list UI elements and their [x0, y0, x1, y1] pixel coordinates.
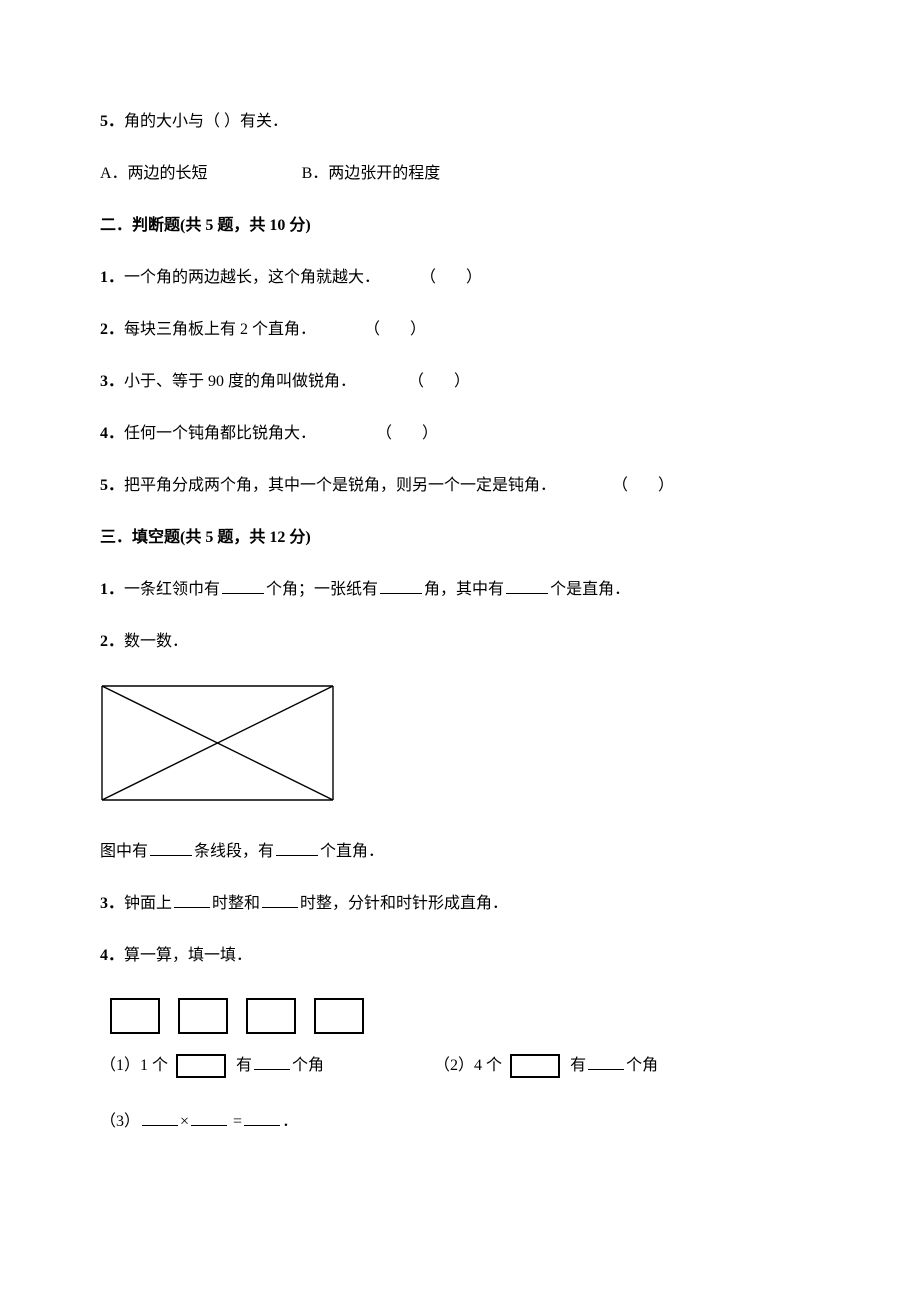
true-false-item: 4．任何一个钝角都比锐角大． （）	[100, 422, 820, 446]
text-part: 一条红领巾有	[124, 581, 220, 598]
rectangle-icon	[510, 1054, 560, 1078]
option-a: A．两边的长短	[100, 165, 208, 182]
section-2-heading: 二．判断题(共 5 题，共 10 分)	[100, 214, 820, 238]
true-false-list: 1．一个角的两边越长，这个角就越大．（）2．每块三角板上有 2 个直角．（）3．…	[100, 266, 820, 498]
true-false-item: 2．每块三角板上有 2 个直角． （）	[100, 318, 820, 342]
fill-question-4: 4．算一算，填一填．	[100, 944, 820, 968]
text-part: ×	[180, 1113, 189, 1130]
question-text: 角的大小与（ ）有关．	[124, 113, 288, 130]
fill-blank[interactable]	[244, 1111, 280, 1126]
text-part: 有	[236, 1057, 252, 1074]
question-number: 1．	[100, 269, 124, 286]
question-number: 5．	[100, 113, 124, 130]
text-part: 时整，分针和时针形成直角．	[300, 895, 508, 912]
fill-blank[interactable]	[262, 893, 298, 908]
text-part: 时整和	[212, 895, 260, 912]
fill-blank[interactable]	[142, 1111, 178, 1126]
text-part: 个直角．	[320, 843, 384, 860]
answer-paren[interactable]: （）	[420, 266, 482, 290]
question-number: 4．	[100, 947, 124, 964]
fill-blank[interactable]	[380, 579, 422, 594]
text-part: 个角	[626, 1057, 658, 1074]
q4-sub3: （3） × = ．	[100, 1110, 820, 1134]
answer-paren[interactable]: （）	[376, 422, 438, 446]
q4-sub2: （2）4 个 有 个角	[434, 1054, 658, 1078]
answer-paren[interactable]: （）	[408, 370, 470, 394]
question-number: 4．	[100, 425, 124, 442]
text-part: 角，其中有	[424, 581, 504, 598]
question-number: 1．	[100, 581, 124, 598]
question-text: 一个角的两边越长，这个角就越大．	[124, 269, 380, 286]
text-part: =	[229, 1113, 242, 1130]
question-number: 2．	[100, 633, 124, 650]
fill-blank[interactable]	[506, 579, 548, 594]
q2-figure	[100, 684, 820, 810]
question-number: 2．	[100, 321, 124, 338]
fill-question-2: 2．数一数．	[100, 630, 820, 654]
text-part: 个角；一张纸有	[266, 581, 378, 598]
rectangle-icon	[176, 1054, 226, 1078]
text-part: 条线段，有	[194, 843, 274, 860]
rectangle-icon	[314, 998, 364, 1034]
q2-answer-line: 图中有 条线段，有 个直角．	[100, 840, 820, 864]
text-part: 个是直角．	[550, 581, 630, 598]
text-part: （3）	[100, 1113, 140, 1130]
text-part: 个角	[292, 1057, 324, 1074]
mc-question-5: 5．角的大小与（ ）有关．	[100, 110, 820, 134]
rectangle-icon	[110, 998, 160, 1034]
fill-blank[interactable]	[222, 579, 264, 594]
question-number: 5．	[100, 477, 124, 494]
text-part: （1）1 个	[100, 1057, 168, 1074]
fill-question-1: 1．一条红领巾有 个角；一张纸有 角，其中有 个是直角．	[100, 578, 820, 602]
worksheet-page: 5．角的大小与（ ）有关． A．两边的长短 B．两边张开的程度 二．判断题(共 …	[0, 0, 920, 1302]
fill-blank[interactable]	[150, 841, 192, 856]
question-text: 算一算，填一填．	[124, 947, 252, 964]
question-text: 数一数．	[124, 633, 188, 650]
answer-paren[interactable]: （）	[364, 318, 426, 342]
fill-question-3: 3．钟面上 时整和 时整，分针和时针形成直角．	[100, 892, 820, 916]
fill-blank[interactable]	[588, 1055, 624, 1070]
true-false-item: 3．小于、等于 90 度的角叫做锐角． （）	[100, 370, 820, 394]
rectangle-icon	[246, 998, 296, 1034]
mc-options: A．两边的长短 B．两边张开的程度	[100, 162, 820, 186]
text-part: 图中有	[100, 843, 148, 860]
question-text: 任何一个钝角都比锐角大．	[124, 425, 316, 442]
rectangle-diagonals-figure	[100, 684, 335, 802]
true-false-item: 5．把平角分成两个角，其中一个是锐角，则另一个一定是钝角． （）	[100, 474, 820, 498]
question-number: 3．	[100, 373, 124, 390]
fill-blank[interactable]	[191, 1111, 227, 1126]
fill-blank[interactable]	[276, 841, 318, 856]
option-b: B．两边张开的程度	[302, 165, 441, 182]
question-text: 把平角分成两个角，其中一个是锐角，则另一个一定是钝角．	[124, 477, 556, 494]
question-text: 小于、等于 90 度的角叫做锐角．	[124, 373, 356, 390]
text-part: 有	[570, 1057, 586, 1074]
q4-subquestions: （1）1 个 有 个角 （2）4 个 有 个角	[100, 1054, 820, 1078]
fill-blank[interactable]	[174, 893, 210, 908]
question-text: 每块三角板上有 2 个直角．	[124, 321, 316, 338]
text-part: 钟面上	[124, 895, 172, 912]
rectangle-icon	[178, 998, 228, 1034]
text-part: ．	[282, 1113, 298, 1130]
text-part: （2）4 个	[434, 1057, 502, 1074]
q4-sub1: （1）1 个 有 个角	[100, 1054, 324, 1078]
question-number: 3．	[100, 895, 124, 912]
answer-paren[interactable]: （）	[612, 474, 674, 498]
section-3-heading: 三．填空题(共 5 题，共 12 分)	[100, 526, 820, 550]
q4-box-row	[110, 998, 820, 1034]
true-false-item: 1．一个角的两边越长，这个角就越大． （）	[100, 266, 820, 290]
fill-blank[interactable]	[254, 1055, 290, 1070]
